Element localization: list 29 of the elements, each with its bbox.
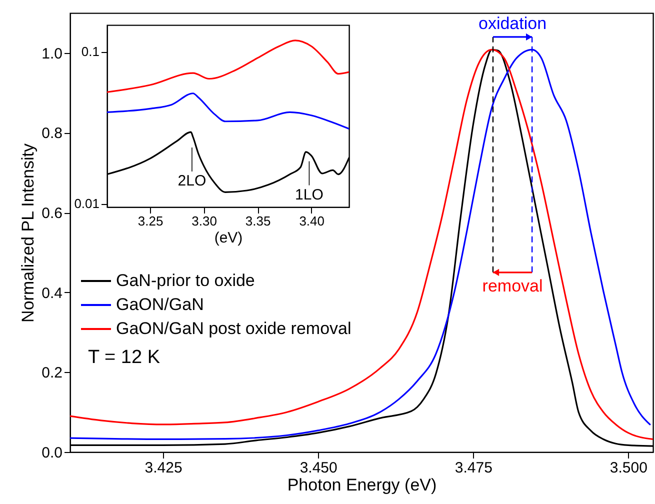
annotation: removal [482, 276, 543, 296]
y-tick-label: 0.8 [42, 125, 62, 142]
line-series [107, 40, 349, 93]
x-axis-title: Photon Energy (eV) [287, 476, 437, 494]
y-tick-label: 1.0 [42, 45, 62, 62]
x-axis-title: (eV) [214, 230, 243, 246]
line-series [107, 92, 349, 130]
y-tick-label: 0.01 [74, 196, 100, 212]
annotation: 2LO [178, 172, 206, 190]
legend-label: GaON/GaN post oxide removal [116, 319, 352, 338]
legend-label: GaN-prior to oxide [116, 271, 255, 290]
x-tick-label: 3.475 [454, 460, 492, 476]
y-axis-title: Normalized PL Intensity [18, 143, 38, 322]
legend-label: GaON/GaN [116, 295, 204, 314]
annotation: T = 12 K [88, 347, 160, 368]
y-tick-label: 0.2 [42, 364, 62, 382]
y-tick-label: 0.6 [42, 205, 62, 222]
x-tick-label: 3.425 [144, 460, 182, 476]
annotation: 1LO [295, 186, 324, 204]
x-tick-label: 3.450 [300, 460, 338, 476]
y-tick-label: 0.0 [42, 444, 62, 462]
y-tick-label: 0.4 [42, 284, 62, 302]
annotation: oxidation [478, 14, 547, 33]
x-tick-label: 3.500 [610, 460, 648, 476]
y-tick-label: 0.1 [81, 44, 100, 60]
x-tick-label: 3.25 [138, 214, 164, 228]
x-tick-label: 3.40 [299, 214, 325, 228]
x-tick-label: 3.30 [192, 214, 217, 228]
x-tick-label: 3.35 [245, 214, 271, 228]
